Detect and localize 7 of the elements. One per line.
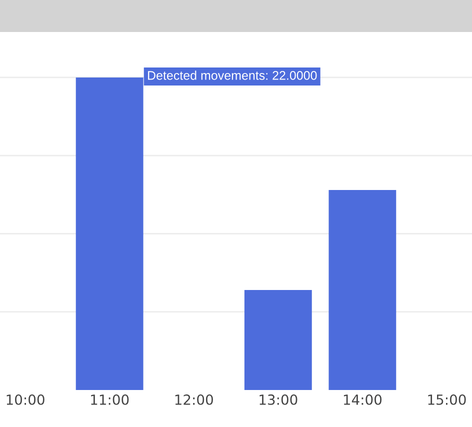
- x-tick-label: 13:00: [260, 394, 298, 405]
- x-tick-label: 15:00: [428, 394, 466, 405]
- x-tick-label: 10:00: [6, 394, 44, 405]
- annotation: Detected movements: 22.0000: [148, 70, 317, 80]
- x-tick-label: 14:00: [344, 394, 382, 405]
- x-tick-label: 11:00: [91, 394, 129, 405]
- x-tick-label: 12:00: [175, 394, 213, 405]
